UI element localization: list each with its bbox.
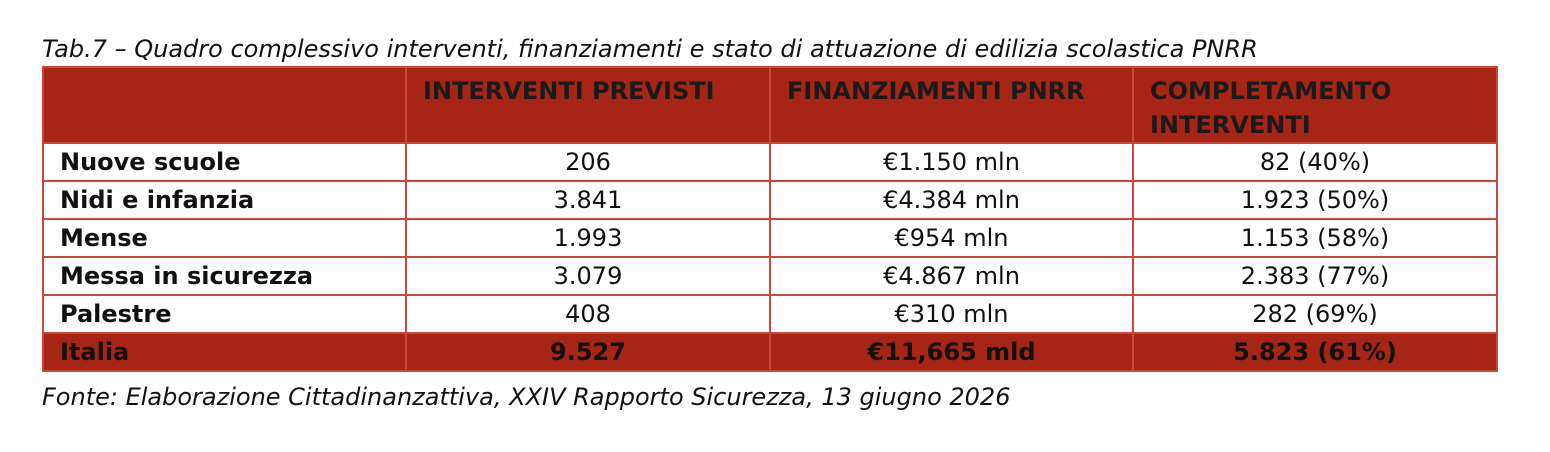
total-label: Italia: [42, 332, 407, 372]
header-completamento-interventi: COMPLETAMENTO INTERVENTI: [1132, 66, 1498, 144]
total-completamento: 5.823 (61%): [1132, 332, 1498, 372]
header-finanziamenti-pnrr: FINANZIAMENTI PNRR: [769, 66, 1134, 144]
cell-finanziamenti: €310 mln: [769, 294, 1134, 334]
table-row: Palestre 408 €310 mln 282 (69%): [42, 294, 1498, 334]
header-interventi-previsti: INTERVENTI PREVISTI: [405, 66, 771, 144]
row-label: Messa in sicurezza: [42, 256, 407, 296]
table-row: Nuove scuole 206 €1.150 mln 82 (40%): [42, 142, 1498, 182]
cell-completamento: 2.383 (77%): [1132, 256, 1498, 296]
cell-interventi: 206: [405, 142, 771, 182]
cell-interventi: 1.993: [405, 218, 771, 258]
row-label: Nidi e infanzia: [42, 180, 407, 220]
cell-interventi: 3.079: [405, 256, 771, 296]
data-table: INTERVENTI PREVISTI FINANZIAMENTI PNRR C…: [42, 66, 1498, 372]
cell-finanziamenti: €4.384 mln: [769, 180, 1134, 220]
table-row: Mense 1.993 €954 mln 1.153 (58%): [42, 218, 1498, 258]
cell-finanziamenti: €954 mln: [769, 218, 1134, 258]
source-note: Fonte: Elaborazione Cittadinanzattiva, X…: [42, 383, 1011, 411]
table-caption: Tab.7 – Quadro complessivo interventi, f…: [42, 35, 1258, 63]
header-cell-empty: [42, 66, 407, 144]
table-row: Nidi e infanzia 3.841 €4.384 mln 1.923 (…: [42, 180, 1498, 220]
cell-completamento: 1.153 (58%): [1132, 218, 1498, 258]
cell-interventi: 408: [405, 294, 771, 334]
table-row: Messa in sicurezza 3.079 €4.867 mln 2.38…: [42, 256, 1498, 296]
cell-finanziamenti: €1.150 mln: [769, 142, 1134, 182]
row-label: Nuove scuole: [42, 142, 407, 182]
row-label: Palestre: [42, 294, 407, 334]
cell-completamento: 82 (40%): [1132, 142, 1498, 182]
total-interventi: 9.527: [405, 332, 771, 372]
cell-completamento: 282 (69%): [1132, 294, 1498, 334]
cell-completamento: 1.923 (50%): [1132, 180, 1498, 220]
total-finanziamenti: €11,665 mld: [769, 332, 1134, 372]
total-row: Italia 9.527 €11,665 mld 5.823 (61%): [42, 332, 1498, 372]
table-header-row: INTERVENTI PREVISTI FINANZIAMENTI PNRR C…: [42, 66, 1498, 144]
cell-finanziamenti: €4.867 mln: [769, 256, 1134, 296]
cell-interventi: 3.841: [405, 180, 771, 220]
row-label: Mense: [42, 218, 407, 258]
